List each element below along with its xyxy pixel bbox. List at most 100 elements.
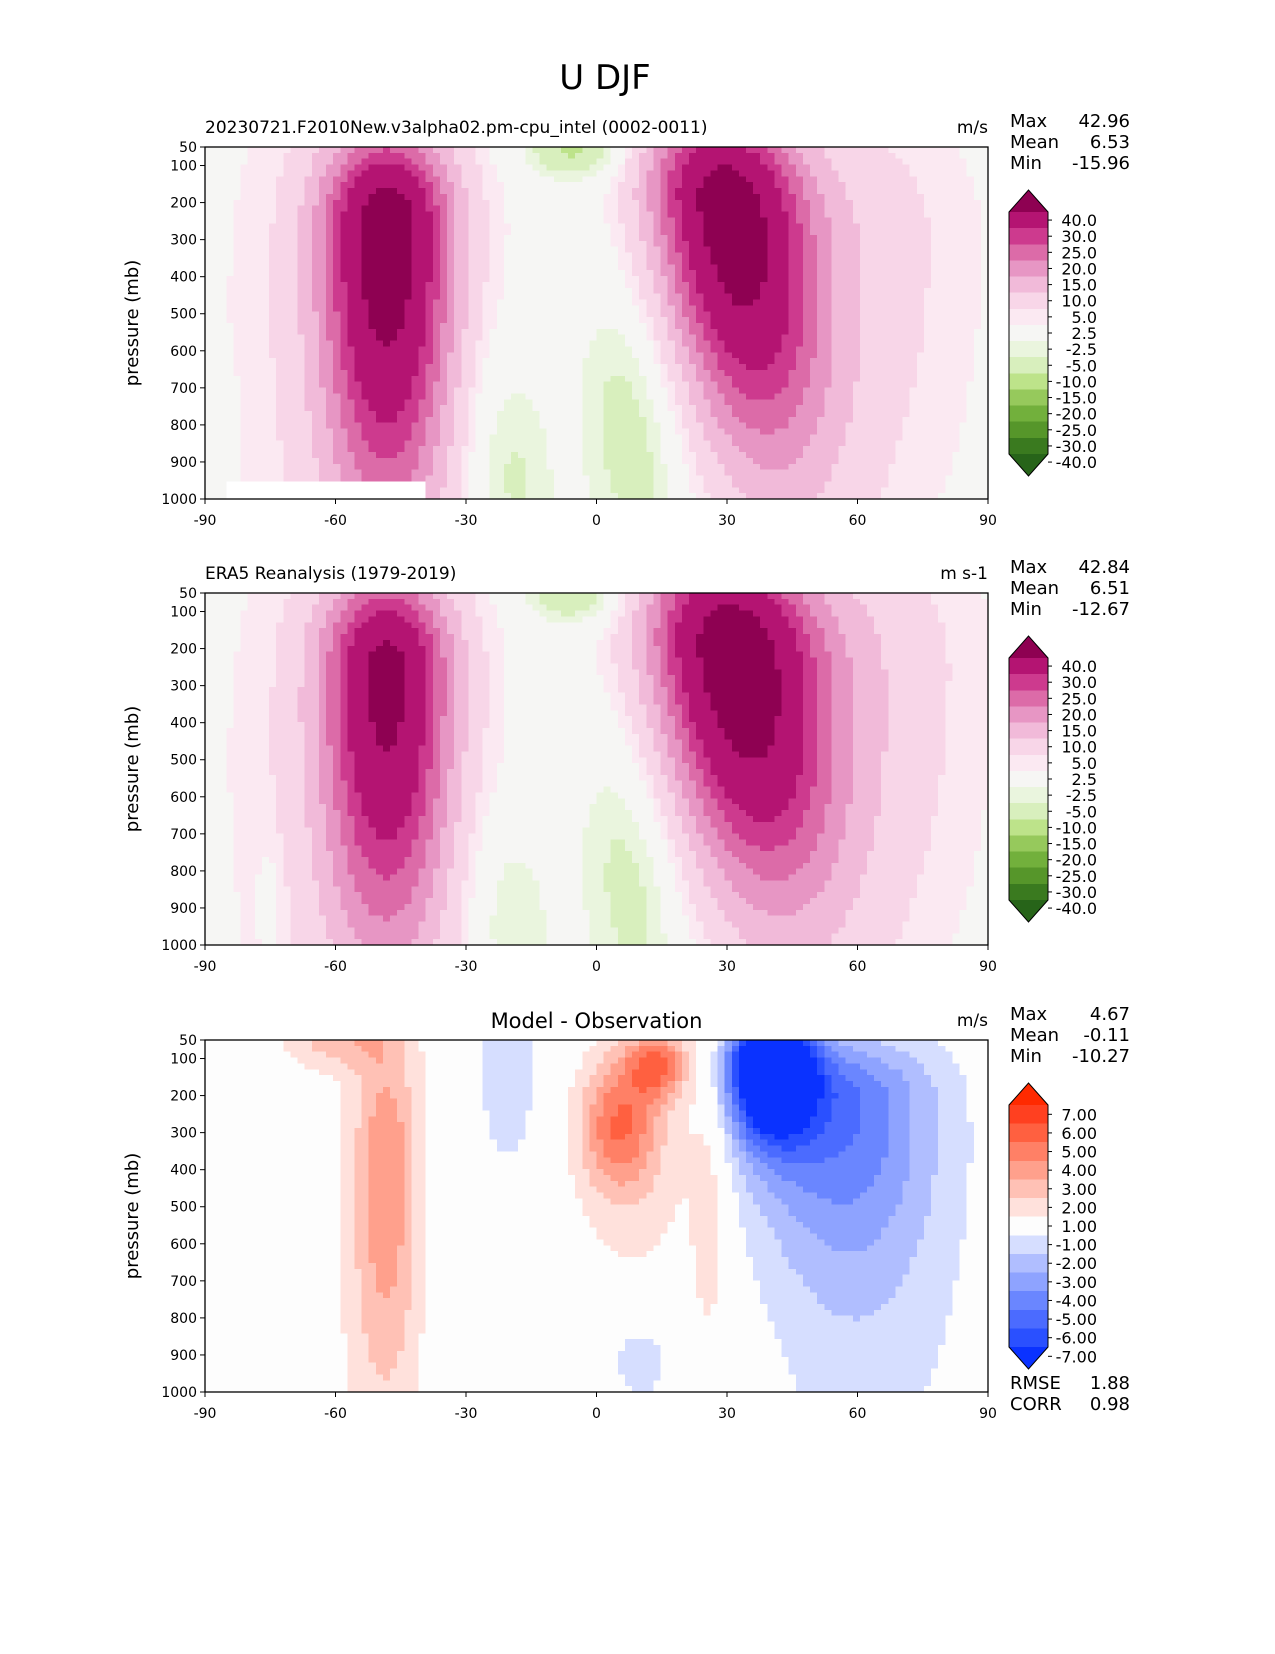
contour-cell: [468, 276, 477, 283]
contour-cell: [439, 158, 448, 166]
contour-cell: [347, 246, 356, 254]
contour-cell: [667, 170, 676, 177]
contour-cell: [767, 305, 776, 312]
contour-cell: [802, 375, 811, 383]
contour-cell: [518, 293, 526, 301]
contour-cell: [881, 375, 889, 383]
contour-cell: [916, 252, 925, 260]
contour-cell: [824, 393, 832, 400]
contour-cell: [368, 287, 377, 295]
contour-cell: [923, 352, 932, 359]
contour-cell: [382, 311, 391, 318]
contour-cell: [482, 170, 491, 177]
contour-cell: [888, 399, 897, 406]
contour-cell: [831, 281, 840, 289]
contour-cell: [639, 293, 647, 301]
contour-cell: [503, 323, 512, 330]
contour-cell: [575, 323, 583, 330]
contour-cell: [425, 170, 434, 177]
contour-cell: [866, 229, 875, 236]
contour-cell: [575, 369, 583, 377]
contour-cell: [276, 223, 284, 230]
contour-cell: [845, 264, 854, 271]
contour-cell: [945, 323, 954, 330]
contour-cell: [553, 158, 562, 166]
contour-cell: [411, 182, 420, 189]
contour-cell: [795, 328, 804, 336]
contour-cell: [318, 311, 327, 318]
contour-cell: [439, 369, 448, 377]
contour-cell: [518, 381, 526, 389]
contour-cell: [767, 399, 776, 406]
contour-cell: [311, 405, 320, 412]
contour-cell: [375, 340, 384, 348]
contour-cell: [525, 235, 534, 242]
contour-cell: [738, 258, 747, 265]
contour-cell: [254, 323, 263, 330]
contour-cell: [639, 199, 647, 207]
contour-cell: [817, 299, 825, 306]
contour-cell: [539, 346, 548, 353]
contour-cell: [304, 193, 313, 201]
contour-cell: [859, 158, 868, 166]
contour-cell: [503, 381, 512, 389]
contour-cell: [511, 188, 519, 195]
contour-cell: [489, 147, 498, 154]
contour-cell: [212, 340, 220, 348]
contour-cell: [717, 358, 726, 365]
contour-cell: [681, 182, 690, 189]
contour-cell: [667, 176, 676, 183]
contour-cell: [866, 211, 875, 218]
contour-cell: [397, 246, 405, 254]
contour-cell: [340, 346, 348, 353]
contour-cell: [247, 323, 256, 330]
contour-cell: [276, 346, 284, 353]
contour-cell: [952, 369, 961, 377]
contour-cell: [852, 235, 861, 242]
contour-cell: [532, 375, 541, 383]
contour-cell: [660, 311, 669, 318]
contour-cell: [909, 240, 918, 248]
contour-cell: [923, 399, 932, 406]
contour-cell: [810, 346, 818, 353]
contour-cell: [866, 305, 875, 312]
contour-cell: [269, 369, 277, 377]
contour-cell: [311, 352, 320, 359]
contour-cell: [646, 287, 655, 295]
contour-cell: [247, 264, 256, 271]
contour-cell: [297, 352, 306, 359]
contour-cell: [276, 375, 284, 383]
contour-cell: [902, 188, 911, 195]
contour-cell: [831, 381, 840, 389]
contour-cell: [852, 299, 861, 306]
contour-cell: [817, 217, 825, 224]
contour-cell: [304, 258, 313, 265]
contour-cell: [646, 299, 655, 306]
contour-cell: [439, 281, 448, 289]
contour-cell: [582, 375, 590, 383]
contour-cell: [931, 188, 939, 195]
contour-cell: [810, 258, 818, 265]
contour-cell: [311, 170, 320, 177]
contour-cell: [681, 375, 690, 383]
contour-cell: [959, 193, 968, 201]
contour-cell: [254, 340, 263, 348]
contour-cell: [824, 369, 832, 377]
contour-cell: [810, 352, 818, 359]
contour-cell: [909, 176, 918, 183]
contour-cell: [233, 270, 242, 277]
contour-cell: [318, 235, 327, 242]
contour-cell: [674, 399, 683, 406]
contour-cell: [731, 223, 740, 230]
contour-cell: [624, 223, 633, 230]
contour-cell: [966, 364, 975, 371]
contour-cell: [596, 369, 605, 377]
contour-cell: [603, 305, 612, 312]
contour-cell: [568, 334, 576, 342]
contour-cell: [333, 317, 341, 324]
contour-cell: [347, 205, 356, 213]
contour-cell: [795, 340, 804, 348]
contour-cell: [269, 317, 277, 324]
contour-cell: [361, 381, 370, 389]
contour-cell: [575, 287, 583, 295]
